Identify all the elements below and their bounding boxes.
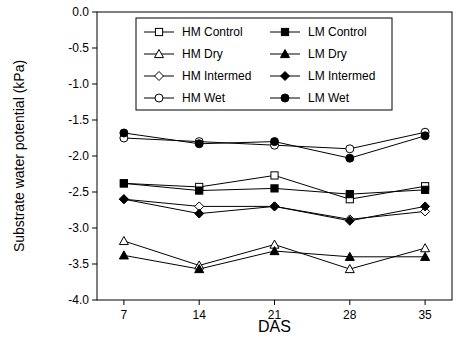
y-tick xyxy=(92,264,97,265)
y-tick xyxy=(92,228,97,229)
legend-label: HM Control xyxy=(182,25,243,39)
legend-label: HM Intermed xyxy=(182,69,251,83)
y-tick-label: -1.5 xyxy=(68,113,89,127)
series-marker xyxy=(120,180,127,187)
x-axis-label: DAS xyxy=(258,318,291,335)
plot-frame xyxy=(97,12,452,300)
series-marker xyxy=(271,172,278,179)
series-marker xyxy=(270,202,279,211)
legend-marker xyxy=(281,72,290,81)
series-line xyxy=(124,183,425,194)
legend-marker xyxy=(155,28,162,35)
x-tick xyxy=(425,300,426,305)
series-marker xyxy=(346,145,354,153)
series-marker xyxy=(345,252,354,260)
series-marker xyxy=(271,138,279,146)
series-marker xyxy=(345,265,354,273)
series-marker xyxy=(119,195,128,204)
y-tick-label: -0.5 xyxy=(68,41,89,55)
series-marker xyxy=(271,185,278,192)
series-marker xyxy=(119,195,128,204)
y-tick-label: -2.5 xyxy=(68,185,89,199)
legend-label: LM Dry xyxy=(308,47,347,61)
series-marker xyxy=(270,247,279,255)
legend-marker xyxy=(155,72,164,81)
y-tick-label: -3.0 xyxy=(68,221,89,235)
series-marker xyxy=(421,252,430,260)
y-tick xyxy=(92,48,97,49)
series-marker xyxy=(120,129,128,137)
x-tick xyxy=(199,300,200,305)
legend-marker xyxy=(155,50,164,58)
y-tick xyxy=(92,156,97,157)
legend-label: LM Control xyxy=(308,25,367,39)
series-marker xyxy=(346,191,353,198)
x-tick xyxy=(274,300,275,305)
series-line xyxy=(124,199,425,221)
series-line xyxy=(124,241,425,269)
y-axis-label: Substrate water potential (kPa) xyxy=(11,60,27,252)
legend-label: LM Wet xyxy=(308,91,350,105)
y-tick xyxy=(92,120,97,121)
y-tick xyxy=(92,84,97,85)
legend-label: HM Dry xyxy=(182,47,223,61)
x-tick xyxy=(123,300,124,305)
y-tick-label: -2.0 xyxy=(68,149,89,163)
y-tick xyxy=(92,192,97,193)
plot-data xyxy=(119,128,429,272)
x-tick xyxy=(349,300,350,305)
series-marker xyxy=(119,251,128,259)
legend-box xyxy=(136,18,392,110)
series-marker xyxy=(421,202,430,211)
x-tick-label: 28 xyxy=(343,308,357,322)
y-tick-label: -3.5 xyxy=(68,257,89,271)
series-marker xyxy=(422,186,429,193)
y-tick-label: -1.0 xyxy=(68,77,89,91)
legend-marker xyxy=(155,94,163,102)
series-marker xyxy=(346,154,354,162)
y-tick xyxy=(92,12,97,13)
legend-label: LM Intermed xyxy=(308,69,375,83)
series-marker xyxy=(421,244,430,252)
x-tick-label: 35 xyxy=(418,308,432,322)
series-marker xyxy=(421,132,429,140)
chart: 0.0-0.5-1.0-1.5-2.0-2.5-3.0-3.5-4.071421… xyxy=(0,0,462,340)
legend-marker xyxy=(281,50,290,58)
series-marker xyxy=(195,209,204,218)
series-marker xyxy=(270,202,279,211)
series-marker xyxy=(195,265,204,273)
series-marker xyxy=(119,236,128,244)
y-tick-label: 0.0 xyxy=(72,5,89,19)
series-marker xyxy=(345,216,354,225)
series-marker xyxy=(196,187,203,194)
series-line xyxy=(124,199,425,219)
y-tick xyxy=(92,300,97,301)
legend-marker xyxy=(281,28,288,35)
legend-label: HM Wet xyxy=(182,91,226,105)
y-tick-label: -4.0 xyxy=(68,293,89,307)
legend-marker xyxy=(281,94,289,102)
series-marker xyxy=(120,180,127,187)
legend: HM Control LM Control HM Dry LM Dry HM Inter… xyxy=(136,18,392,110)
series-line xyxy=(124,133,425,158)
series-line xyxy=(124,132,425,149)
x-tick-label: 14 xyxy=(193,308,207,322)
series-marker xyxy=(195,140,203,148)
x-tick-label: 7 xyxy=(121,308,128,322)
